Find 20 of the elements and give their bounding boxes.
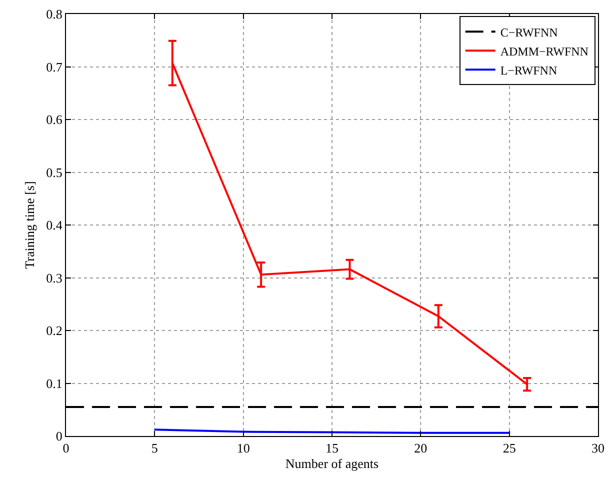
y-tick-label: 0.7 (46, 59, 63, 74)
y-tick-label: 0.2 (46, 323, 62, 338)
x-tick-label: 30 (592, 440, 604, 456)
legend-label: L−RWFNN (500, 63, 558, 78)
x-tick-label: 20 (414, 440, 428, 456)
x-tick-label: 5 (151, 440, 158, 456)
y-tick-label: 0.6 (46, 112, 63, 128)
legend-label: ADMM−RWFNN (500, 44, 589, 58)
x-tick-label: 15 (326, 440, 338, 456)
legend-label: C−RWFNN (500, 25, 558, 40)
x-tick-label: 10 (236, 440, 250, 456)
y-tick-label: 0.5 (46, 164, 62, 180)
y-axis-title: Training time [s] (22, 181, 38, 269)
y-tick-label: 0.8 (46, 6, 62, 22)
y-tick-label: 0.1 (46, 376, 62, 391)
y-tick-label: 0.3 (46, 270, 62, 286)
y-tick-label: 0 (56, 428, 62, 444)
y-tick-label: 0.4 (46, 218, 63, 233)
x-tick-label: 25 (502, 440, 516, 456)
x-axis-title: Number of agents (285, 456, 379, 472)
